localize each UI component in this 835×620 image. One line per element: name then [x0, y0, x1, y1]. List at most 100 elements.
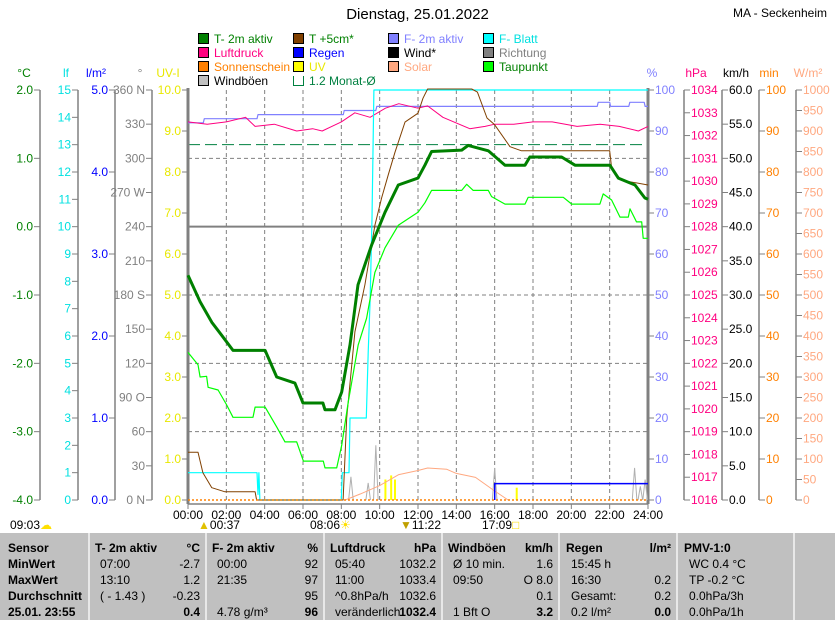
axis-tick-label: 50	[803, 473, 817, 487]
axis-tick-label: 5	[64, 356, 71, 370]
legend-item: Wind*	[388, 47, 436, 60]
axis-tick-label: 1028	[691, 220, 718, 234]
axis-tick-label: 1023	[691, 334, 718, 348]
legend-item: Richtung	[483, 47, 546, 60]
row-value: 1032.2	[399, 557, 436, 571]
legend-item: F- 2m aktiv	[388, 33, 463, 46]
axis-tick-label: 0	[766, 493, 773, 507]
axis-tick-label: 5.0	[729, 459, 746, 473]
legend-label: Richtung	[499, 46, 547, 60]
axis-tick-label: 210	[125, 254, 145, 268]
legend-swatch-icon	[483, 61, 494, 72]
axis-tick-label: 700	[803, 206, 823, 220]
axis-tick-label: 0.0	[16, 220, 33, 234]
legend-swatch-icon	[198, 75, 209, 86]
legend-label: Taupunkt	[499, 60, 548, 74]
row-value: 1.2	[183, 573, 200, 587]
series-line-regen	[493, 482, 648, 500]
axis-tick-label: 1034	[691, 83, 718, 97]
event-marker: 17:09□	[482, 518, 519, 532]
row-label: 0.0hPa/3h	[689, 589, 744, 603]
legend-swatch-icon	[293, 76, 304, 86]
axis-tick-label: 7.0	[164, 206, 181, 220]
axis-tick-label: 10	[655, 452, 669, 466]
legend-label: UV	[309, 60, 326, 74]
axis-tick-label: 1027	[691, 242, 718, 256]
axis-tick-label: 10.0	[729, 425, 753, 439]
axis-tick-label: 1024	[691, 311, 718, 325]
axis-unit-rain: l/m²	[86, 66, 106, 80]
axis-tick-label: 1000	[803, 83, 830, 97]
moon-set-icon: ▼	[400, 518, 412, 532]
row-value: 92	[304, 557, 318, 571]
axis-tick-label: 350	[803, 350, 823, 364]
axis-tick-label: 10	[766, 452, 780, 466]
column-divider	[558, 533, 560, 620]
gust-spike	[365, 482, 371, 501]
gust-spike	[637, 486, 644, 501]
column-unit: %	[307, 541, 318, 555]
axis-tick-label: 4	[64, 384, 71, 398]
axis-tick-label: 330	[125, 117, 145, 131]
legend-swatch-icon	[388, 61, 399, 72]
column-divider	[88, 533, 90, 620]
legend-swatch-icon	[483, 47, 494, 58]
axis-tick-label: 2	[64, 438, 71, 452]
axis-tick-label: 120	[125, 356, 145, 370]
row-value: 0.2	[654, 589, 671, 603]
row-label: Ø 10 min.	[453, 557, 506, 571]
column-unit: °C	[186, 541, 200, 555]
x-tick-label: 02:00	[211, 508, 241, 522]
axis-tick-label: 3	[64, 411, 71, 425]
legend-item: Solar	[388, 61, 432, 74]
legend-item: 1.2 Monat-Ø	[293, 75, 376, 88]
axis-tick-label: 1018	[691, 447, 718, 461]
axis-tick-label: 0.0	[164, 493, 181, 507]
row-label: 05:40	[335, 557, 366, 571]
legend-label: Regen	[309, 46, 345, 60]
axis-tick-label: 90	[766, 124, 780, 138]
legend-label: F- 2m aktiv	[404, 32, 464, 46]
axis-tick-label: 6.0	[164, 247, 181, 261]
sunrise-icon: ☀	[340, 518, 351, 532]
axis-tick-label: 14	[58, 110, 72, 124]
legend-item: Regen	[293, 47, 344, 60]
legend-label: T- 2m aktiv	[214, 32, 273, 46]
row-value: O 8.0	[523, 573, 553, 587]
column-divider	[441, 533, 443, 620]
series-line-solar	[345, 467, 509, 501]
axis-tick-label: 40.0	[729, 220, 753, 234]
axis-tick-label: 1026	[691, 265, 718, 279]
axis-tick-label: 100	[655, 83, 675, 97]
axis-tick-label: 70	[655, 206, 669, 220]
axis-tick-label: 240	[125, 220, 145, 234]
row-value: -0.23	[172, 589, 200, 603]
axis-tick-label: 900	[803, 124, 823, 138]
axis-tick-label: 950	[803, 104, 823, 118]
axis-tick-label: 2.0	[91, 329, 108, 343]
axis-tick-label: 6	[64, 329, 71, 343]
row-label: Durchschnitt	[8, 589, 83, 603]
axis-tick-label: 0.0	[729, 493, 746, 507]
axis-tick-label: 70	[766, 206, 780, 220]
x-tick-label: 10:00	[365, 508, 395, 522]
row-value: 1.6	[536, 557, 553, 571]
row-value: 1033.4	[399, 573, 436, 587]
row-label: 4.78 g/m³	[217, 605, 268, 619]
x-tick-label: 06:00	[288, 508, 318, 522]
row-label: ^0.8hPa/h	[335, 589, 389, 603]
event-marker: 09:03☁	[10, 518, 52, 532]
gust-spike	[642, 479, 648, 501]
column-divider	[205, 533, 207, 620]
axis-tick-label: 300	[125, 151, 145, 165]
axis-unit-wind: km/h	[723, 66, 749, 80]
row-label: 16:30	[571, 573, 602, 587]
axis-tick-label: 50	[655, 288, 669, 302]
axis-tick-label: 450	[803, 309, 823, 323]
row-label: 21:35	[217, 573, 248, 587]
legend-swatch-icon	[198, 47, 209, 58]
axis-tick-label: 3.0	[91, 247, 108, 261]
axis-tick-label: 30	[655, 370, 669, 384]
series-line-t-5cm-	[188, 88, 649, 501]
axis-tick-label: 0	[64, 493, 71, 507]
